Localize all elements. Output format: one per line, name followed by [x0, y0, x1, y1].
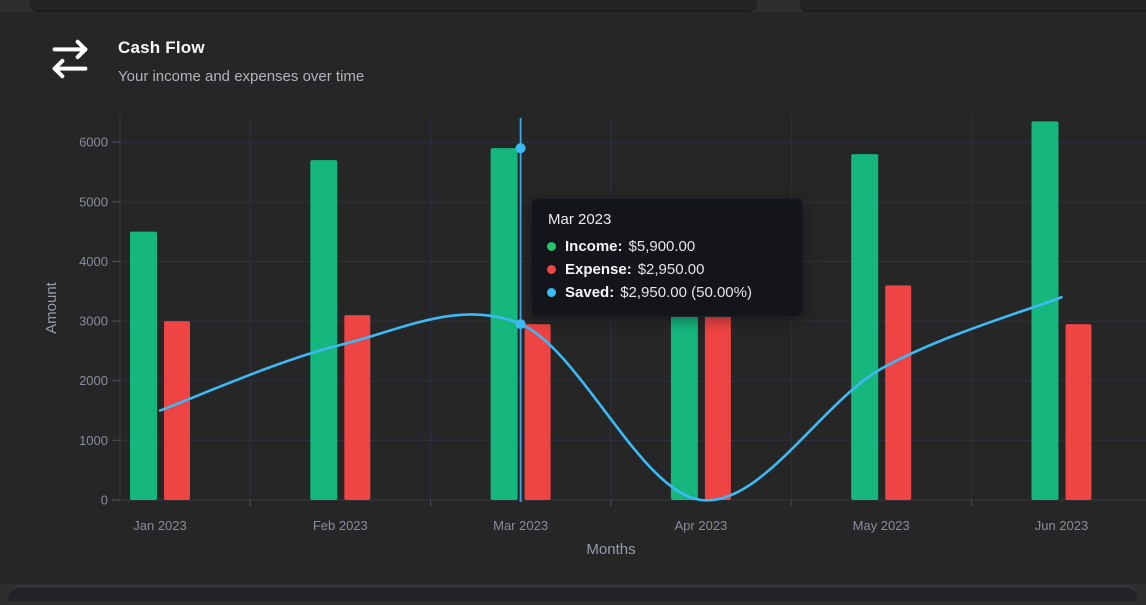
svg-text:Months: Months	[586, 541, 635, 558]
svg-text:Mar 2023: Mar 2023	[493, 518, 548, 533]
svg-text:Jun 2023: Jun 2023	[1035, 518, 1089, 533]
tooltip-label: Income:	[565, 238, 623, 255]
tooltip-row-income: Income: $5,900.00	[547, 235, 788, 258]
tooltip-label: Expense:	[565, 261, 632, 278]
income-dot-icon	[547, 242, 556, 251]
svg-text:1000: 1000	[79, 433, 108, 448]
svg-text:4000: 4000	[79, 254, 108, 269]
transfer-arrows-icon	[47, 36, 93, 82]
svg-text:Jan 2023: Jan 2023	[133, 518, 187, 533]
tooltip-title: Mar 2023	[548, 211, 612, 228]
svg-text:Amount: Amount	[43, 281, 60, 334]
svg-text:2000: 2000	[79, 373, 108, 388]
tooltip-row-saved: Saved: $2,950.00 (50.00%)	[547, 281, 788, 304]
tooltip-value: $2,950.00 (50.00%)	[620, 284, 752, 301]
tooltip-label: Saved:	[565, 284, 615, 301]
saved-dot-icon	[547, 288, 556, 297]
svg-text:0: 0	[101, 493, 108, 508]
top-card-right	[800, 0, 1146, 12]
tooltip-value: $2,950.00	[637, 261, 705, 278]
svg-text:6000: 6000	[79, 135, 108, 150]
svg-text:May 2023: May 2023	[853, 518, 910, 533]
svg-text:Apr 2023: Apr 2023	[675, 518, 728, 533]
chart-tooltip: Mar 2023 Income: $5,900.00 Expense: $2,9…	[531, 198, 803, 317]
card-header: Cash Flow Your income and expenses over …	[47, 36, 364, 85]
expense-dot-icon	[547, 265, 556, 274]
bottom-card	[8, 586, 1137, 601]
svg-text:Feb 2023: Feb 2023	[313, 518, 368, 533]
page-subtitle: Your income and expenses over time	[118, 68, 365, 85]
svg-text:3000: 3000	[79, 314, 108, 329]
top-card-left	[30, 0, 757, 12]
tooltip-value: $5,900.00	[628, 238, 696, 255]
page-title: Cash Flow	[118, 38, 205, 57]
tooltip-row-expense: Expense: $2,950.00	[547, 258, 788, 281]
header-text: Cash Flow Your income and expenses over …	[118, 36, 364, 85]
svg-text:5000: 5000	[79, 194, 108, 209]
